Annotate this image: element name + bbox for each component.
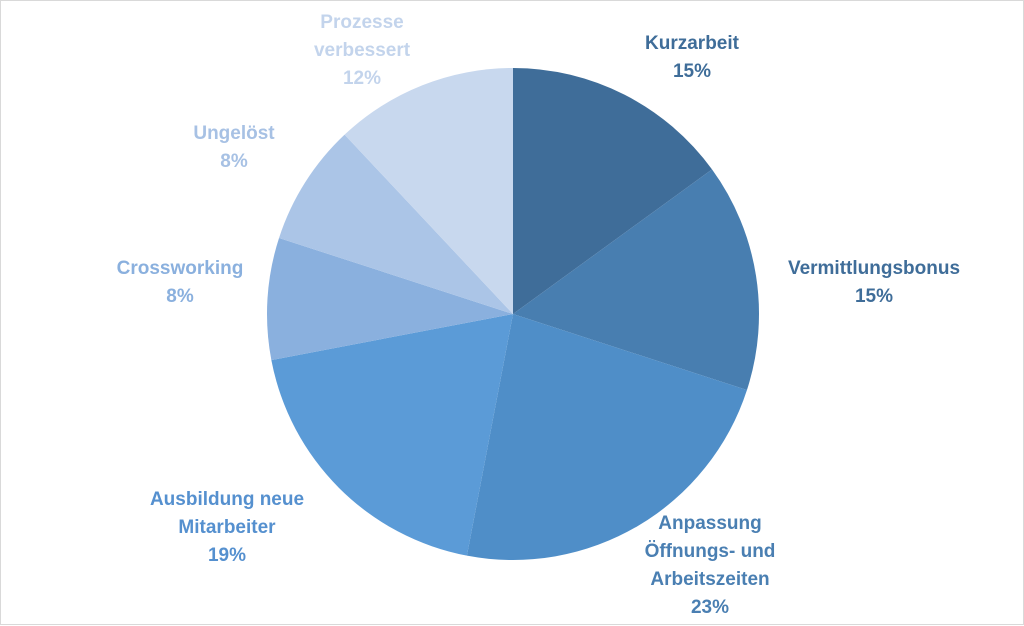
data-label-ungeloest: Ungelöst 8%	[193, 123, 275, 172]
slice-value-label: 19%	[208, 545, 246, 566]
pie-slice-prozesse-verbessert	[344, 67, 513, 314]
slice-category-label: Kurzarbeit	[645, 33, 740, 54]
slice-value-label: 15%	[673, 61, 711, 82]
slice-category-label: Mitarbeiter	[178, 517, 276, 538]
slice-category-label: Öffnungs- und	[645, 541, 776, 562]
data-label-ausbildung-neue-mitarbeiter: Ausbildung neue Mitarbeiter 19%	[150, 489, 304, 566]
slice-value-label: 12%	[343, 68, 381, 89]
slice-value-label: 15%	[855, 286, 893, 307]
slice-category-label: Anpassung	[658, 513, 761, 534]
pie-slice-kurzarbeit	[513, 68, 713, 314]
data-label-prozesse-verbessert: Prozesse verbessert 12%	[314, 12, 411, 89]
data-label-crossworking: Crossworking 8%	[117, 258, 244, 307]
slice-category-label: Ausbildung neue	[150, 489, 304, 510]
pie-slice-anpassung-oeffnungszeiten	[466, 314, 747, 560]
data-label-vermittlungsbonus: Vermittlungsbonus 15%	[788, 258, 960, 307]
pie-slice-vermittlungsbonus	[513, 169, 760, 391]
slice-category-label: Ungelöst	[193, 123, 275, 144]
slice-value-label: 8%	[166, 286, 194, 307]
slice-category-label: verbessert	[314, 40, 411, 61]
pie-slice-ungeloest	[279, 134, 513, 314]
pie-slice-crossworking	[267, 237, 513, 361]
pie-slice-ausbildung-neue-mitarbeiter	[271, 314, 513, 556]
data-label-kurzarbeit: Kurzarbeit 15%	[645, 33, 740, 82]
slice-category-label: Arbeitszeiten	[650, 569, 769, 590]
data-label-anpassung-oeffnungszeiten: Anpassung Öffnungs- und Arbeitszeiten 23%	[645, 513, 776, 618]
slice-category-label: Vermittlungsbonus	[788, 258, 960, 279]
slice-value-label: 8%	[220, 151, 248, 172]
slice-category-label: Crossworking	[117, 258, 244, 279]
slice-category-label: Prozesse	[320, 12, 403, 33]
slice-value-label: 23%	[691, 597, 729, 618]
